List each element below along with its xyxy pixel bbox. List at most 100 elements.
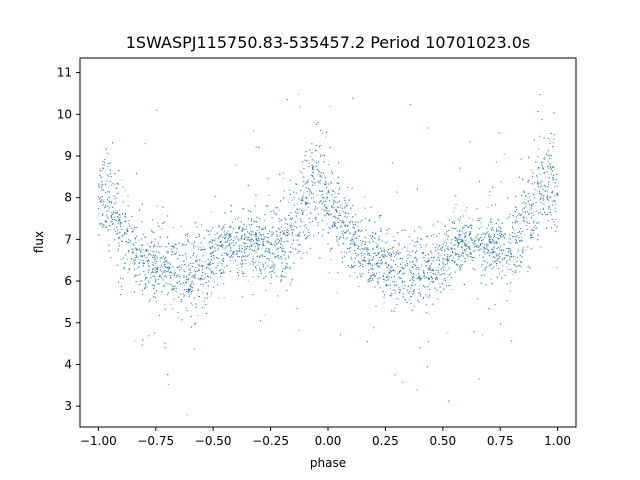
data-point bbox=[482, 334, 484, 336]
data-point bbox=[242, 255, 244, 257]
data-point bbox=[349, 275, 351, 277]
data-point bbox=[368, 271, 370, 273]
data-point bbox=[241, 296, 243, 298]
data-point bbox=[465, 242, 467, 244]
data-point bbox=[104, 161, 106, 163]
data-point bbox=[448, 230, 450, 232]
data-point bbox=[478, 240, 480, 242]
data-point bbox=[374, 252, 376, 254]
data-point bbox=[509, 290, 511, 292]
data-point bbox=[124, 190, 126, 192]
data-point bbox=[175, 243, 177, 245]
data-point bbox=[283, 190, 285, 192]
data-point bbox=[313, 165, 315, 167]
data-point bbox=[501, 236, 503, 238]
data-point bbox=[500, 181, 502, 183]
data-point bbox=[514, 222, 516, 224]
data-point bbox=[306, 191, 308, 193]
data-point bbox=[426, 295, 428, 297]
data-point bbox=[437, 246, 439, 248]
data-point bbox=[359, 221, 361, 223]
data-point bbox=[336, 226, 338, 228]
data-point bbox=[269, 252, 271, 254]
data-point bbox=[172, 251, 174, 253]
data-point bbox=[369, 260, 371, 262]
data-point bbox=[157, 222, 159, 224]
data-point bbox=[289, 179, 291, 181]
data-point bbox=[500, 245, 502, 247]
data-point bbox=[116, 211, 118, 213]
data-point bbox=[218, 297, 220, 299]
data-point bbox=[357, 226, 359, 228]
data-point bbox=[470, 239, 472, 240]
data-point bbox=[411, 279, 413, 281]
data-point bbox=[240, 238, 242, 240]
data-point bbox=[173, 273, 175, 275]
data-point bbox=[229, 247, 231, 249]
data-point bbox=[258, 245, 260, 247]
data-point bbox=[271, 261, 273, 263]
data-point bbox=[364, 196, 366, 198]
data-point bbox=[373, 272, 375, 274]
data-point bbox=[238, 270, 240, 272]
data-point bbox=[182, 293, 184, 295]
data-point bbox=[155, 277, 157, 279]
data-point bbox=[223, 260, 225, 262]
data-point bbox=[307, 179, 309, 181]
data-point bbox=[259, 256, 261, 258]
data-point bbox=[465, 239, 467, 241]
data-point bbox=[472, 219, 474, 221]
data-point bbox=[433, 256, 435, 258]
data-point bbox=[537, 176, 539, 178]
data-point bbox=[459, 256, 461, 258]
data-point bbox=[279, 235, 281, 237]
data-point bbox=[378, 237, 380, 239]
data-point bbox=[542, 166, 544, 168]
data-point bbox=[346, 252, 348, 254]
data-point bbox=[523, 250, 525, 252]
data-point bbox=[443, 241, 445, 243]
data-point bbox=[556, 267, 558, 269]
data-point bbox=[393, 236, 394, 238]
data-point bbox=[438, 233, 440, 235]
data-point bbox=[333, 207, 335, 209]
data-point bbox=[432, 256, 434, 258]
data-point bbox=[528, 196, 530, 198]
data-point bbox=[197, 254, 199, 256]
data-point bbox=[271, 226, 273, 228]
data-point bbox=[289, 214, 291, 216]
data-point bbox=[538, 167, 540, 169]
data-point bbox=[364, 207, 366, 209]
data-point bbox=[549, 143, 551, 145]
data-point bbox=[493, 250, 495, 252]
data-point bbox=[342, 207, 344, 209]
data-point bbox=[238, 228, 240, 230]
data-point bbox=[299, 225, 301, 227]
data-point bbox=[352, 240, 354, 242]
data-point bbox=[223, 245, 225, 247]
data-point bbox=[471, 225, 473, 227]
data-point bbox=[367, 258, 369, 260]
data-point bbox=[462, 251, 464, 253]
data-point bbox=[272, 210, 274, 212]
data-point bbox=[479, 254, 481, 256]
data-point bbox=[320, 194, 322, 196]
data-point bbox=[280, 244, 282, 246]
data-point bbox=[399, 270, 401, 272]
data-point bbox=[221, 228, 223, 230]
data-point bbox=[460, 254, 462, 256]
data-point bbox=[428, 283, 430, 285]
data-point bbox=[154, 269, 156, 271]
data-point bbox=[291, 217, 293, 219]
data-point bbox=[481, 266, 483, 268]
data-point bbox=[416, 389, 418, 391]
data-point bbox=[459, 239, 461, 241]
data-point bbox=[381, 256, 383, 258]
data-point bbox=[251, 238, 253, 240]
data-point bbox=[501, 250, 502, 252]
data-point bbox=[202, 279, 204, 281]
data-point bbox=[309, 203, 311, 205]
data-point bbox=[107, 165, 108, 167]
data-point bbox=[329, 106, 331, 108]
data-point bbox=[261, 234, 263, 236]
